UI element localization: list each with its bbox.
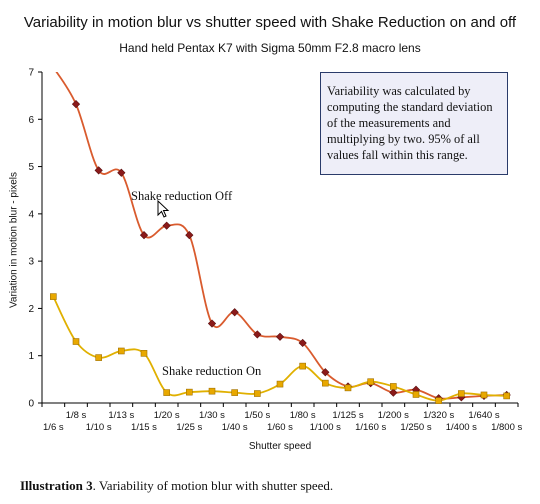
- x-tick-label: 1/60 s: [267, 422, 293, 433]
- x-axis-label: Shutter speed: [248, 441, 312, 452]
- y-tick-label: 2: [28, 304, 34, 315]
- data-point-shake-off: [275, 332, 285, 341]
- data-point-shake-on: [140, 350, 148, 357]
- data-point-shake-on: [322, 379, 329, 387]
- mouse-cursor-icon: [157, 199, 170, 218]
- data-point-shake-on: [208, 387, 216, 395]
- x-tick-label: 1/400 s: [446, 422, 477, 433]
- data-point-shake-on: [344, 384, 352, 392]
- x-tick-label: 1/10 s: [86, 422, 112, 433]
- data-point-shake-on: [95, 354, 102, 361]
- data-point-shake-on: [50, 293, 57, 300]
- x-tick-label: 1/13 s: [108, 410, 134, 421]
- data-point-shake-off: [253, 330, 262, 339]
- y-axis-label: Variation in motion blur - pixels: [8, 172, 20, 308]
- caption-label: Illustration 3: [20, 478, 93, 493]
- data-point-shake-on: [367, 378, 374, 386]
- data-point-shake-off: [185, 231, 194, 240]
- annotation-shake-on: Shake reduction On: [162, 364, 262, 378]
- x-tick-label: 1/6 s: [43, 422, 64, 433]
- y-tick-label: 7: [28, 68, 34, 79]
- data-point-shake-on: [480, 391, 488, 399]
- data-point-shake-on: [390, 383, 397, 390]
- data-point-shake-on: [503, 392, 510, 400]
- x-tick-label: 1/50 s: [244, 410, 270, 421]
- x-tick-label: 1/25 s: [176, 422, 202, 433]
- data-point-shake-off: [389, 388, 398, 397]
- data-point-shake-on: [276, 380, 284, 388]
- chart-subtitle: Hand held Pentax K7 with Sigma 50mm F2.8…: [119, 41, 421, 55]
- x-tick-label: 1/125 s: [332, 410, 363, 421]
- x-tick-label: 1/200 s: [378, 410, 409, 421]
- x-tick-label: 1/250 s: [400, 422, 431, 433]
- data-point-shake-off: [139, 231, 149, 240]
- x-tick-label: 1/40 s: [222, 422, 248, 433]
- data-point-shake-on: [412, 391, 420, 398]
- x-tick-label: 1/320 s: [423, 410, 454, 421]
- x-tick-label: 1/100 s: [310, 422, 341, 433]
- data-point-shake-on: [254, 390, 261, 397]
- note-box: Variability was calculated by computing …: [320, 72, 508, 175]
- chart-title: Variability in motion blur vs shutter sp…: [23, 14, 517, 31]
- data-point-shake-on: [72, 338, 80, 345]
- y-tick-label: 5: [28, 162, 34, 173]
- data-point-shake-off: [71, 100, 81, 109]
- x-tick-label: 1/160 s: [355, 422, 386, 433]
- data-point-shake-off: [321, 368, 330, 377]
- data-point-shake-on: [186, 388, 193, 396]
- y-tick-label: 0: [28, 399, 34, 410]
- x-tick-label: 1/30 s: [199, 410, 225, 421]
- caption-text: . Variability of motion blur with shutte…: [92, 478, 334, 493]
- data-point-shake-on: [231, 389, 238, 396]
- data-point-shake-on: [435, 397, 442, 404]
- x-tick-label: 1/20 s: [154, 410, 180, 421]
- data-point-shake-on: [458, 390, 465, 397]
- annotation-shake-off: Shake reduction Off: [131, 189, 233, 203]
- data-point-shake-on: [163, 389, 170, 396]
- y-tick-label: 1: [28, 351, 34, 362]
- data-point-shake-off: [162, 221, 171, 230]
- data-point-shake-off: [94, 166, 103, 175]
- data-point-shake-on: [118, 347, 125, 355]
- y-tick-label: 3: [28, 257, 34, 268]
- data-point-shake-off: [207, 319, 217, 328]
- x-tick-label: 1/80 s: [290, 410, 316, 421]
- data-point-shake-on: [299, 362, 306, 370]
- y-tick-label: 4: [28, 209, 34, 220]
- x-tick-label: 1/8 s: [66, 410, 87, 421]
- x-tick-label: 1/800 s: [491, 422, 522, 433]
- data-point-shake-off: [230, 308, 239, 317]
- y-tick-label: 6: [28, 115, 34, 126]
- x-tick-label: 1/15 s: [131, 422, 157, 433]
- figure-caption: Illustration 3. Variability of motion bl…: [20, 478, 333, 494]
- x-tick-label: 1/640 s: [468, 410, 499, 421]
- data-point-shake-off: [117, 168, 126, 177]
- data-point-shake-off: [298, 338, 307, 348]
